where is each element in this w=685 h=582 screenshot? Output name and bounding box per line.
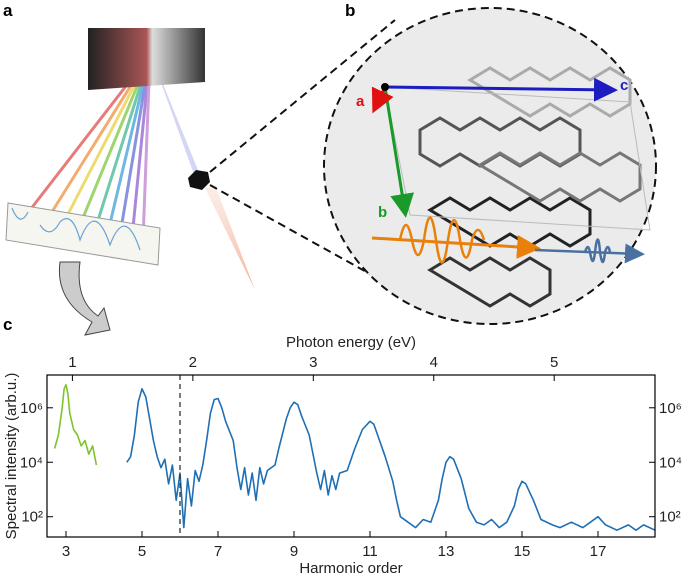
harmonic-arrow	[534, 243, 645, 264]
crystal	[188, 170, 210, 190]
x-tick-label: 3	[62, 543, 70, 560]
x2-tick-label: 1	[68, 354, 76, 371]
x-tick-label: 15	[514, 543, 531, 560]
zoom-line	[209, 184, 373, 276]
molecules	[418, 66, 642, 308]
x2-tick-label: 5	[550, 354, 558, 371]
spectrum-line	[53, 384, 98, 466]
panel-label: a	[3, 1, 13, 20]
flow-arrow	[58, 261, 111, 336]
pump-pulse	[398, 216, 486, 264]
x-tick-label: 9	[290, 543, 298, 560]
x-axis-label: Harmonic order	[299, 560, 402, 577]
screen-trace	[11, 207, 141, 251]
panel-label: c	[3, 315, 12, 334]
y-tick-label-right: 10²	[659, 509, 681, 526]
x-tick-label: 13	[438, 543, 455, 560]
y-axis-label: Spectral intensity (arb.u.)	[3, 373, 20, 540]
spectrum-line	[126, 388, 656, 531]
panel-a-illustration	[5, 28, 255, 336]
zoom-circle	[323, 7, 657, 325]
x2-tick-label: 3	[309, 354, 317, 371]
axis-label: a	[356, 93, 365, 110]
plot-frame	[46, 374, 656, 538]
x-tick-label: 7	[214, 543, 222, 560]
zoom-line	[209, 19, 396, 173]
axis-label: b	[378, 204, 387, 221]
x2-axis-label: Photon energy (eV)	[286, 334, 416, 351]
grating	[88, 28, 205, 90]
axis-c-arrow	[384, 77, 618, 102]
y-tick-label: 10⁶	[20, 400, 43, 417]
panel-label: b	[345, 1, 355, 20]
origin-dot	[381, 83, 389, 91]
harmonic-pulse	[583, 238, 612, 264]
x-tick-label: 5	[138, 543, 146, 560]
y-tick-label-right: 10⁴	[659, 454, 682, 471]
y-tick-label: 10⁴	[20, 454, 43, 471]
y-tick-label: 10²	[21, 509, 43, 526]
x-tick-label: 17	[590, 543, 607, 560]
panel-b-illustration: a b c	[209, 7, 657, 325]
x2-tick-label: 2	[189, 354, 197, 371]
red-beam	[205, 185, 255, 290]
axis-label: c	[620, 77, 628, 94]
y-tick-label-right: 10⁶	[659, 400, 682, 417]
x-tick-label: 11	[362, 543, 378, 560]
x2-tick-label: 4	[430, 354, 438, 371]
unit-cell	[384, 86, 651, 231]
